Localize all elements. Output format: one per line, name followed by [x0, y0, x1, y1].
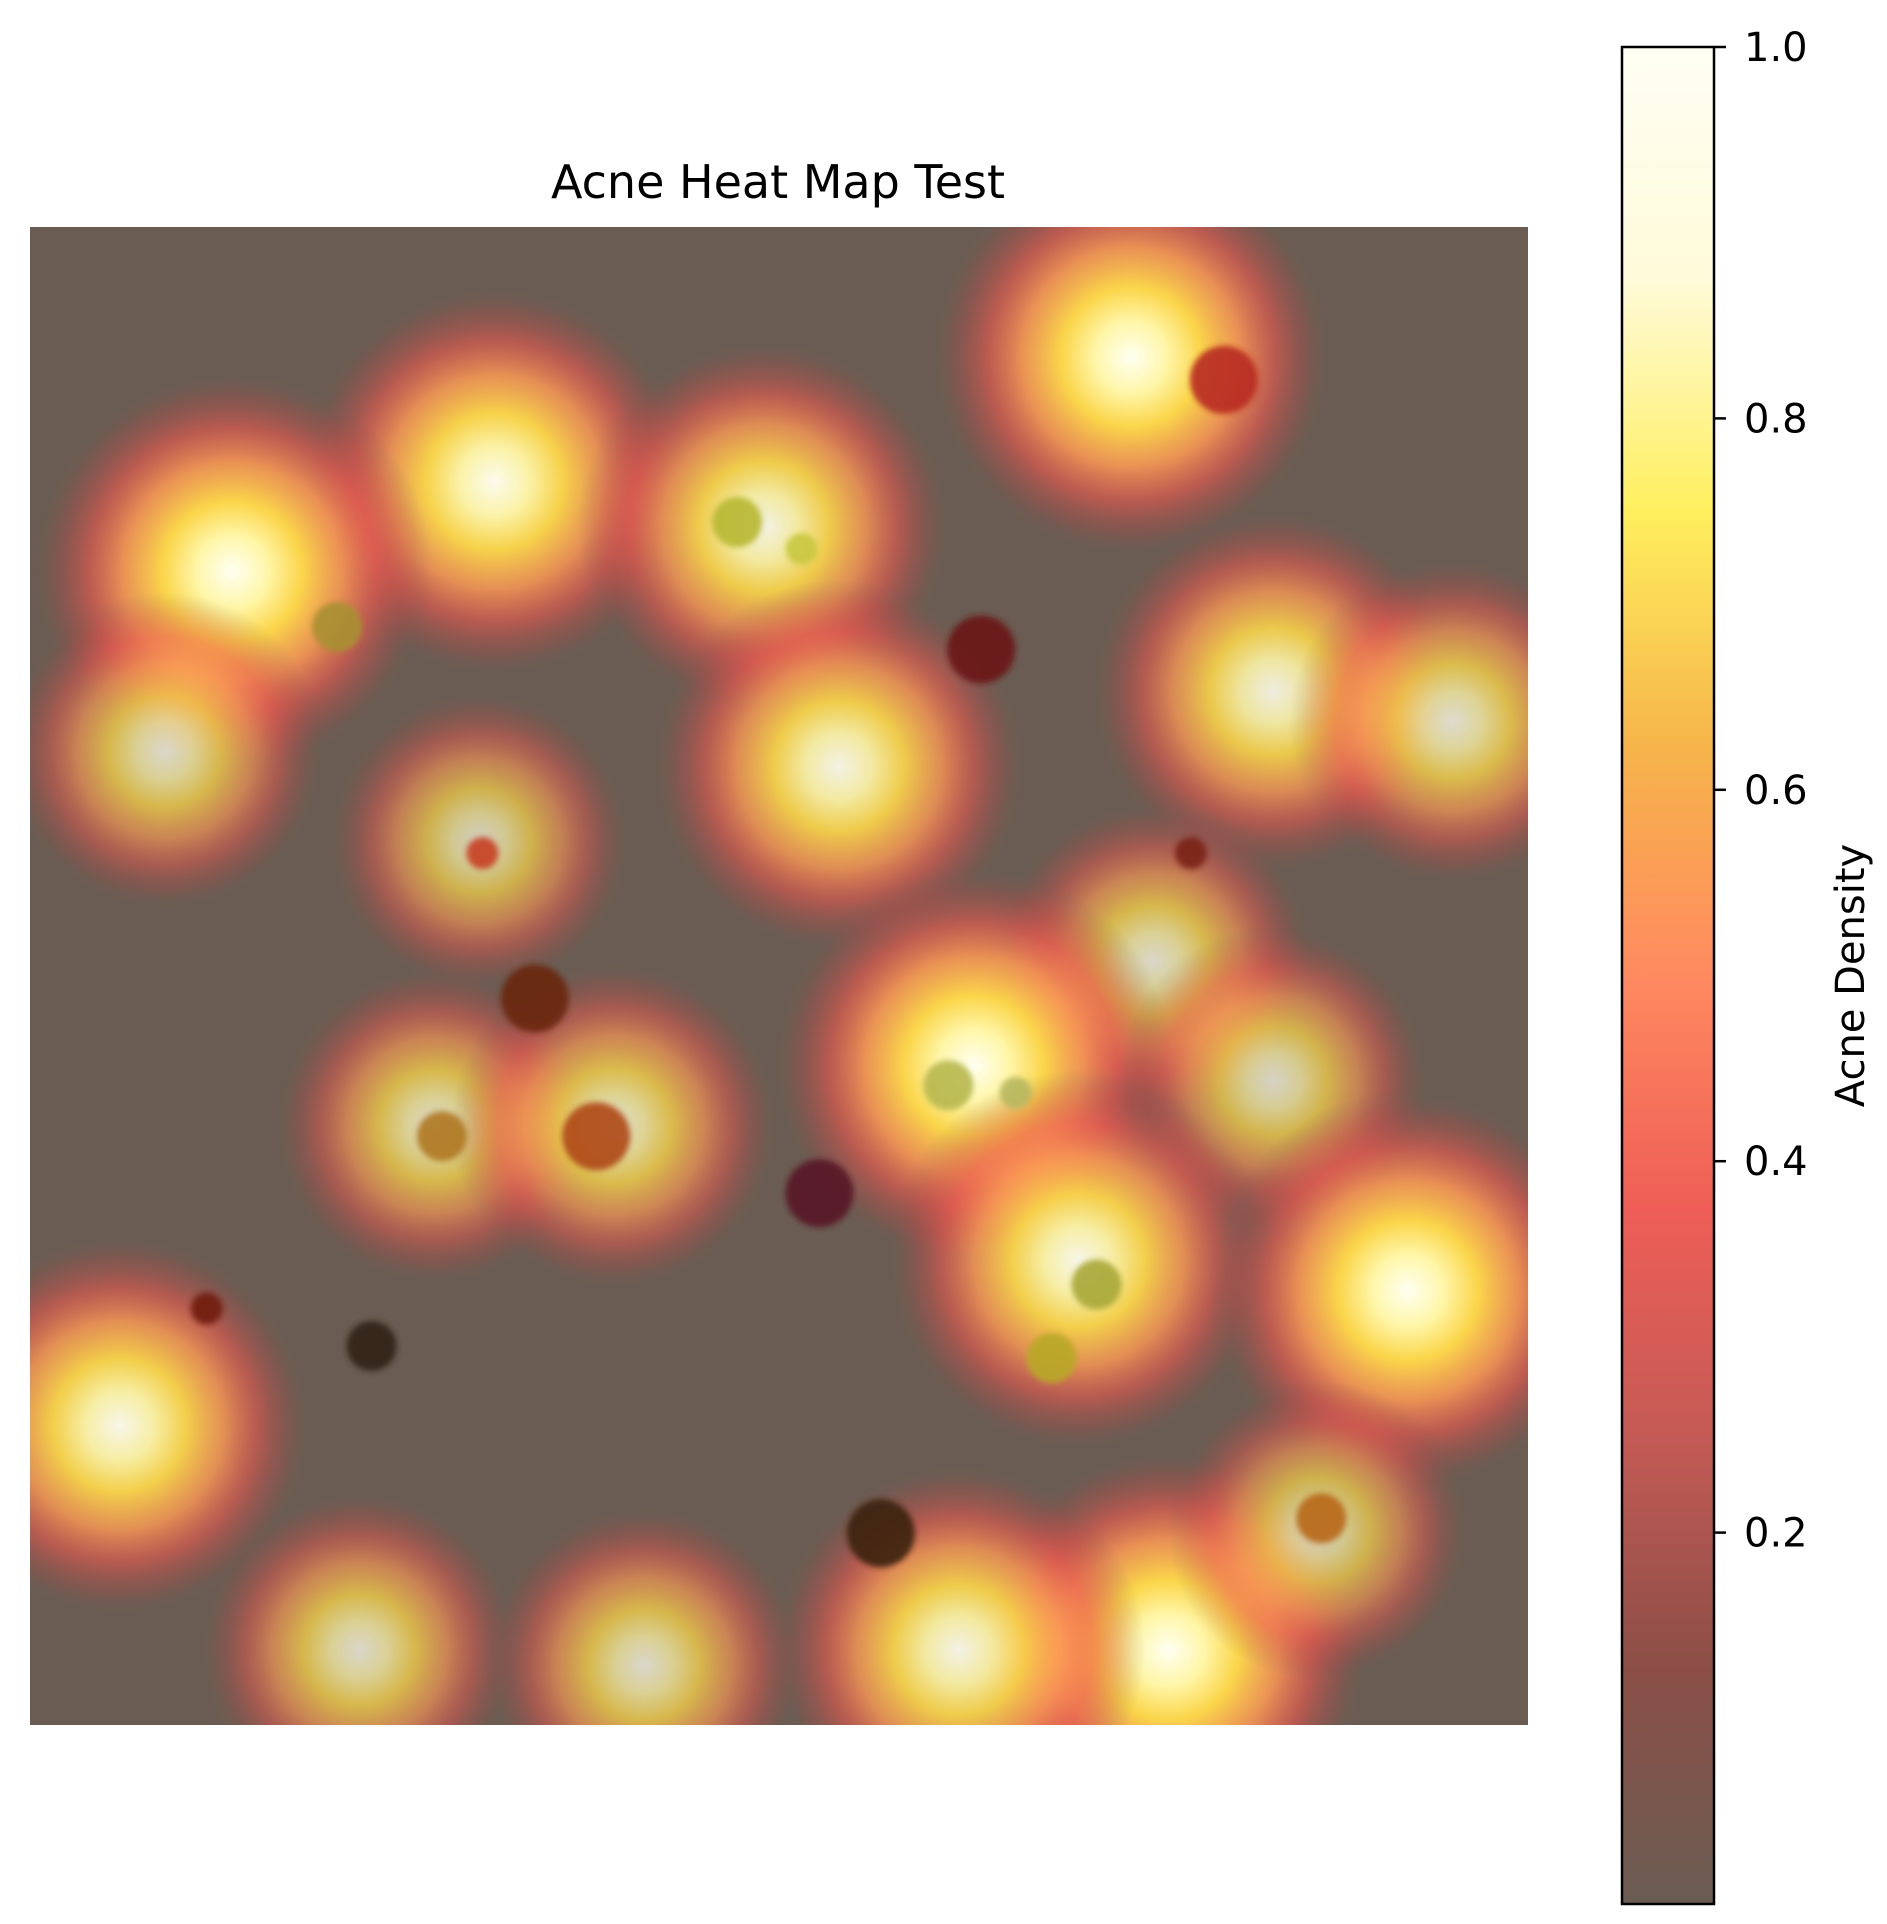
heatmap-hotspot	[484, 1505, 804, 1725]
heatmap-hotspot	[652, 579, 1026, 953]
lesion-marker	[416, 1111, 467, 1162]
heatmap-hotspot	[772, 1463, 1146, 1725]
lesion-marker	[562, 1102, 631, 1171]
colorbar-tick-label: 0.6	[1744, 768, 1808, 814]
heatmap-hotspot	[30, 1234, 311, 1617]
lesion-marker	[785, 533, 818, 566]
heatmap-hotspot	[887, 1069, 1270, 1452]
lesion-marker	[190, 1292, 223, 1325]
colorbar: 0.2 0.4 0.6 0.8 1.0 Acne Density	[1620, 25, 1874, 1906]
colorbar-tick-label: 0.2	[1744, 1511, 1808, 1557]
heatmap-plot-area	[30, 227, 1528, 1725]
lesion-marker	[346, 1321, 397, 1372]
colorbar-gradient	[1620, 45, 1716, 1906]
lesion-marker	[712, 497, 763, 548]
colorbar-label: Acne Density	[1828, 844, 1874, 1107]
lesion-marker	[923, 1060, 974, 1111]
lesion-marker	[947, 615, 1016, 684]
lesion-marker	[999, 1076, 1032, 1109]
lesion-marker	[500, 964, 569, 1033]
lesion-marker	[1296, 1493, 1347, 1544]
lesion-marker	[1189, 345, 1258, 414]
heatmap-hotspot	[30, 591, 325, 911]
colorbar-tick-label: 1.0	[1744, 25, 1808, 71]
lesion-marker	[312, 601, 363, 652]
colorbar-tick-label: 0.8	[1744, 396, 1808, 442]
colorbar-tick-label: 0.4	[1744, 1139, 1808, 1185]
lesion-marker	[466, 837, 499, 870]
lesion-marker	[785, 1159, 854, 1228]
chart-title: Acne Heat Map Test	[551, 155, 1005, 209]
lesion-marker	[1026, 1332, 1077, 1383]
heatmap-hotspot	[200, 1490, 520, 1725]
lesion-marker	[846, 1499, 915, 1568]
heatmap-hotspot	[931, 227, 1331, 558]
lesion-marker	[1071, 1259, 1122, 1310]
heatmap-hotspot	[1289, 557, 1528, 886]
lesion-marker	[1174, 837, 1207, 870]
